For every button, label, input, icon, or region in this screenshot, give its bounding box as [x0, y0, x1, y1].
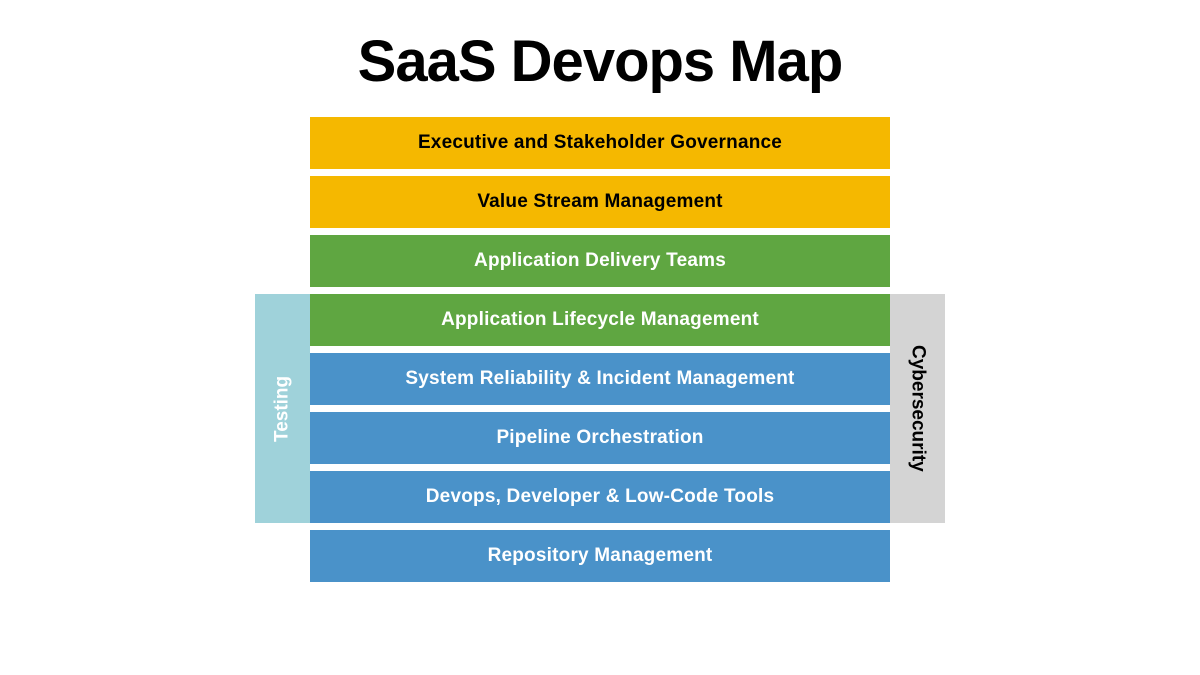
- layer-row: Repository Management: [310, 530, 890, 582]
- side-panel-cybersecurity: Cybersecurity: [890, 294, 945, 523]
- layer-row: System Reliability & Incident Management: [310, 353, 890, 405]
- side-label-cybersecurity: Cybersecurity: [907, 345, 929, 472]
- layer-label: Value Stream Management: [477, 191, 722, 213]
- page-title: SaaS Devops Map: [358, 28, 843, 95]
- diagram-rows: Executive and Stakeholder Governance Valu…: [310, 117, 890, 582]
- layer-label: Application Delivery Teams: [474, 250, 726, 272]
- layer-row: Value Stream Management: [310, 176, 890, 228]
- side-label-testing: Testing: [272, 375, 294, 441]
- layer-row: Pipeline Orchestration: [310, 412, 890, 464]
- layer-row: Application Lifecycle Management: [310, 294, 890, 346]
- layer-row: Executive and Stakeholder Governance: [310, 117, 890, 169]
- layer-label: Repository Management: [488, 545, 713, 567]
- layer-label: Devops, Developer & Low-Code Tools: [426, 486, 775, 508]
- layer-row: Devops, Developer & Low-Code Tools: [310, 471, 890, 523]
- layer-label: Application Lifecycle Management: [441, 309, 759, 331]
- layer-label: Pipeline Orchestration: [496, 427, 703, 449]
- layer-row: Application Delivery Teams: [310, 235, 890, 287]
- side-panel-testing: Testing: [255, 294, 310, 523]
- layer-label: Executive and Stakeholder Governance: [418, 132, 782, 154]
- devops-map-diagram: Testing Executive and Stakeholder Govern…: [250, 117, 950, 582]
- layer-label: System Reliability & Incident Management: [405, 368, 794, 390]
